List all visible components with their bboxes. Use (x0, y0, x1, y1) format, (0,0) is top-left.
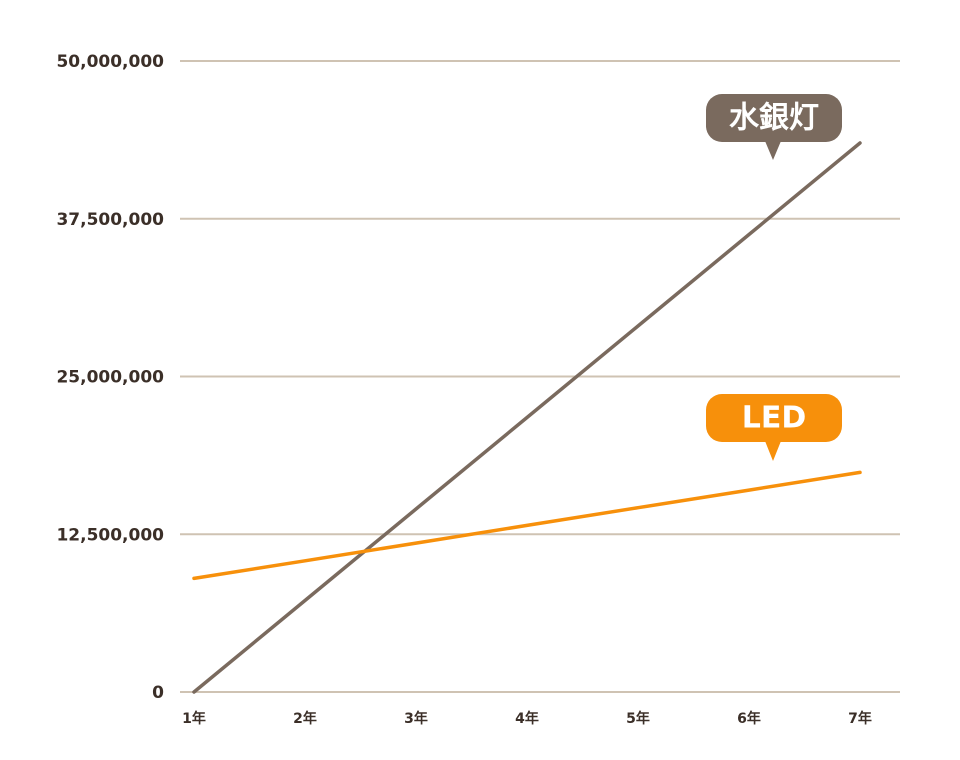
x-tick-label: 6年 (737, 710, 761, 727)
callout-bubble (706, 394, 842, 442)
callout-pointer (765, 141, 781, 160)
grid-lines (180, 60, 900, 693)
y-tick-label: 12,500,000 (56, 525, 164, 545)
callout-pointer (765, 441, 781, 461)
y-axis-tick-labels: 0 12,500,000 25,000,000 37,500,000 50,000,00… (56, 52, 164, 703)
y-tick-label: 0 (152, 683, 164, 703)
x-tick-label: 5年 (626, 710, 650, 727)
x-tick-label: 4年 (515, 710, 539, 727)
series-lines (192, 141, 862, 694)
series-line (192, 141, 862, 694)
series-callout: 水銀灯 (706, 94, 842, 160)
x-axis-tick-labels: 1年 2年 3年 4年 5年 6年 7年 (182, 710, 872, 727)
x-tick-label: 2年 (293, 710, 317, 727)
x-tick-label: 1年 (182, 710, 206, 727)
series-name-label: 水銀灯 (729, 101, 819, 136)
series-line (192, 470, 862, 581)
y-tick-label: 50,000,000 (56, 52, 164, 72)
callout-bubble (706, 94, 842, 142)
y-tick-label: 25,000,000 (56, 368, 164, 388)
series-callout: LED (706, 394, 842, 461)
series-name-label: LED (742, 401, 807, 436)
y-tick-label: 37,500,000 (56, 210, 164, 230)
series-callouts: 水銀灯 LED (706, 94, 842, 461)
x-tick-label: 7年 (848, 710, 872, 727)
x-tick-label: 3年 (404, 710, 428, 727)
